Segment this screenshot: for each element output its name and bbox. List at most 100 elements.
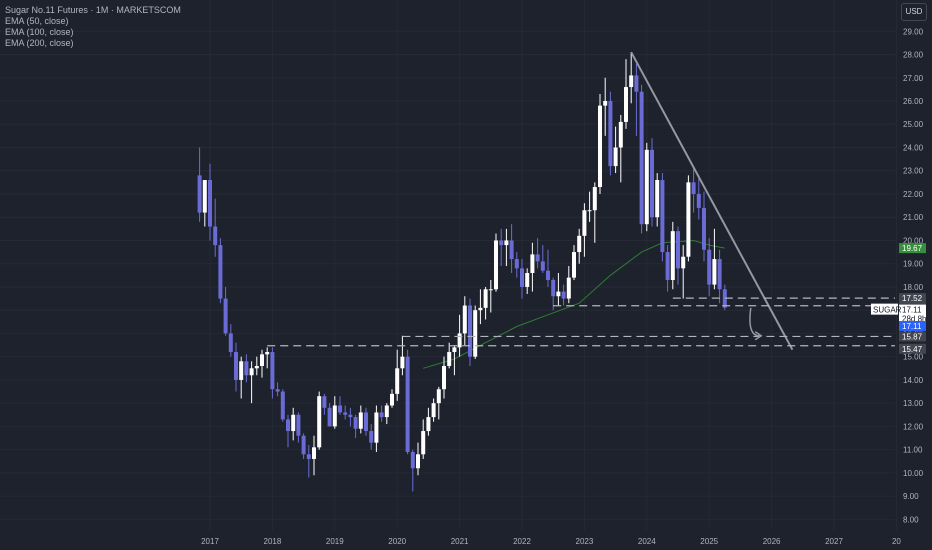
candle-body bbox=[348, 414, 353, 418]
price-tick-label: 8.00 bbox=[903, 515, 919, 524]
price-tick-label: 26.00 bbox=[903, 97, 924, 106]
candle-body bbox=[270, 352, 275, 390]
symbol-title[interactable]: Sugar No.11 Futures · 1M · MARKETSCOM bbox=[5, 5, 181, 15]
time-tick-label: 2027 bbox=[825, 537, 843, 546]
candle-body bbox=[582, 210, 587, 236]
candle-body bbox=[416, 454, 420, 469]
candle-body bbox=[374, 412, 379, 443]
candle-body bbox=[462, 305, 467, 334]
candle-body bbox=[254, 365, 259, 369]
ema-value-tag: 19.67 bbox=[902, 244, 923, 253]
indicator-legend: Sugar No.11 Futures · 1M · MARKETSCOM EM… bbox=[5, 5, 181, 49]
candle-body bbox=[317, 396, 322, 448]
candle-body bbox=[223, 298, 228, 334]
candle-body bbox=[561, 291, 566, 299]
price-tick-label: 21.00 bbox=[903, 213, 924, 222]
candle-body bbox=[598, 105, 602, 187]
candle-body bbox=[364, 412, 368, 432]
time-tick-label: 2022 bbox=[513, 537, 531, 546]
candle-body bbox=[488, 289, 493, 291]
ema-value-tag-bg bbox=[899, 243, 926, 254]
candle-body bbox=[332, 405, 337, 427]
candle-body bbox=[468, 305, 472, 357]
candle-body bbox=[306, 454, 311, 459]
candle-body bbox=[390, 393, 394, 406]
candle-body bbox=[327, 407, 332, 427]
candle-body bbox=[473, 310, 478, 357]
price-tick-label: 23.00 bbox=[903, 167, 924, 176]
price-tick-label: 13.00 bbox=[903, 399, 924, 408]
candle-body bbox=[379, 412, 384, 418]
candle-body bbox=[566, 277, 571, 299]
candle-body bbox=[213, 226, 218, 246]
candle-body bbox=[405, 356, 410, 452]
current-price-tag-bg bbox=[899, 321, 926, 331]
time-tick-label: 2020 bbox=[388, 537, 406, 546]
time-tick-label: 20 bbox=[892, 537, 901, 546]
candle-body bbox=[202, 180, 207, 213]
candle-body bbox=[400, 356, 405, 369]
candle-body bbox=[592, 187, 597, 211]
candle-body bbox=[618, 121, 623, 148]
candle-body bbox=[504, 240, 509, 246]
candle-body bbox=[265, 352, 270, 355]
candle-body bbox=[603, 101, 608, 106]
level-tag: 15.87 bbox=[902, 332, 923, 341]
candle-body bbox=[613, 147, 618, 167]
candle-body bbox=[343, 412, 348, 415]
candle-body bbox=[509, 240, 514, 260]
price-tick-label: 10.00 bbox=[903, 469, 924, 478]
candle-body bbox=[696, 193, 701, 208]
level-tag-bg bbox=[899, 331, 926, 342]
candle-body bbox=[717, 259, 722, 290]
candle-body bbox=[572, 252, 576, 278]
ema-200-legend[interactable]: EMA (200, close) bbox=[5, 38, 74, 48]
time-tick-label: 2023 bbox=[576, 537, 594, 546]
candle-body bbox=[624, 87, 628, 122]
candle-body bbox=[426, 417, 431, 432]
price-tick-label: 14.00 bbox=[903, 376, 924, 385]
candle-body bbox=[421, 431, 426, 455]
price-tick-label: 15.00 bbox=[903, 353, 924, 362]
candle-body bbox=[712, 259, 717, 285]
candle-body bbox=[608, 101, 613, 167]
candle-body bbox=[358, 412, 363, 429]
ema-100-legend[interactable]: EMA (100, close) bbox=[5, 27, 74, 37]
candle-body bbox=[395, 368, 400, 394]
candle-body bbox=[499, 240, 504, 246]
candle-body bbox=[520, 268, 524, 287]
candle-body bbox=[514, 259, 519, 269]
candle-body bbox=[369, 431, 374, 443]
candle-body bbox=[280, 391, 285, 420]
level-tag-bg bbox=[899, 293, 926, 304]
level-tag-bg bbox=[899, 343, 926, 354]
time-axis[interactable]: 2017 2018 2019 2020 2021 2022 2023 2024 2025 2026… bbox=[201, 537, 901, 546]
currency-button[interactable]: USD bbox=[901, 3, 927, 21]
price-tick-label: 18.00 bbox=[903, 283, 924, 292]
candle-body bbox=[478, 307, 483, 311]
candle-body bbox=[681, 256, 686, 269]
candle-body bbox=[483, 289, 488, 308]
candle-body bbox=[587, 210, 592, 212]
time-tick-label: 2019 bbox=[326, 537, 344, 546]
candle-body bbox=[286, 419, 290, 432]
candle-body bbox=[457, 333, 462, 348]
price-axis[interactable]: 29.00 28.00 27.00 26.00 25.00 24.00 23.00 22.00… bbox=[903, 27, 924, 524]
price-tick-label: 20.00 bbox=[903, 236, 924, 245]
price-tick-label: 28.00 bbox=[903, 51, 924, 60]
candle-body bbox=[660, 180, 665, 253]
projection-arrow bbox=[749, 307, 762, 337]
ema-50-legend[interactable]: EMA (50, close) bbox=[5, 16, 69, 26]
candle-body bbox=[208, 180, 212, 227]
candle-body bbox=[244, 361, 249, 376]
drawings[interactable] bbox=[267, 51, 895, 351]
candle-body bbox=[296, 414, 301, 436]
candle-body bbox=[686, 182, 691, 257]
price-tick-label: 27.00 bbox=[903, 74, 924, 83]
symbol-tag: SUGAR bbox=[873, 306, 902, 315]
candle-body bbox=[452, 347, 457, 353]
candle-body bbox=[644, 149, 649, 225]
time-tick-label: 2021 bbox=[451, 537, 469, 546]
